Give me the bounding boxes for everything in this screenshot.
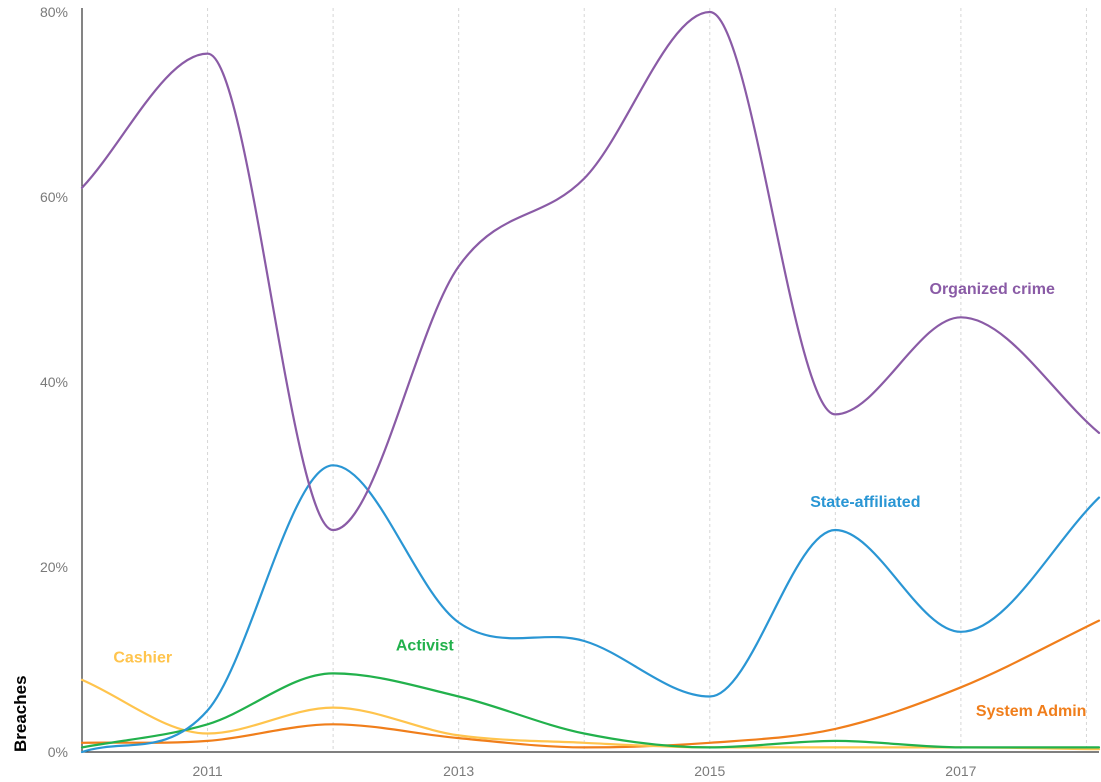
x-tick-label: 2015	[694, 763, 725, 779]
series-line-system-admin	[80, 619, 1101, 749]
series-line-state-affiliated	[80, 464, 1101, 754]
chart-axes	[81, 8, 1099, 753]
series-lines	[80, 10, 1101, 754]
y-tick-label: 20%	[40, 559, 68, 575]
chart-grid	[207, 8, 1087, 752]
y-tick-label: 60%	[40, 189, 68, 205]
series-label-system-admin: System Admin	[976, 703, 1087, 720]
tick-labels: 2011 2013 2015 2017 0% 20% 40% 60% 80%	[40, 4, 977, 779]
y-axis-label: Breaches	[11, 675, 30, 752]
series-line-activist	[80, 672, 1101, 749]
series-label-organized-crime: Organized crime	[930, 281, 1055, 298]
x-tick-label: 2017	[945, 763, 976, 779]
series-label-state-affiliated: State-affiliated	[810, 494, 920, 511]
y-tick-label: 0%	[48, 744, 68, 760]
series-labels: Organized crime State-affiliated Activist C…	[113, 281, 1086, 720]
x-tick-label: 2011	[193, 763, 223, 779]
series-label-cashier: Cashier	[113, 649, 172, 666]
series-line-organized-crime	[80, 10, 1101, 532]
series-label-activist: Activist	[396, 637, 454, 654]
x-tick-label: 2013	[443, 763, 474, 779]
y-tick-label: 40%	[40, 374, 68, 390]
series-line-cashier	[80, 678, 1101, 751]
y-tick-label: 80%	[40, 4, 68, 20]
